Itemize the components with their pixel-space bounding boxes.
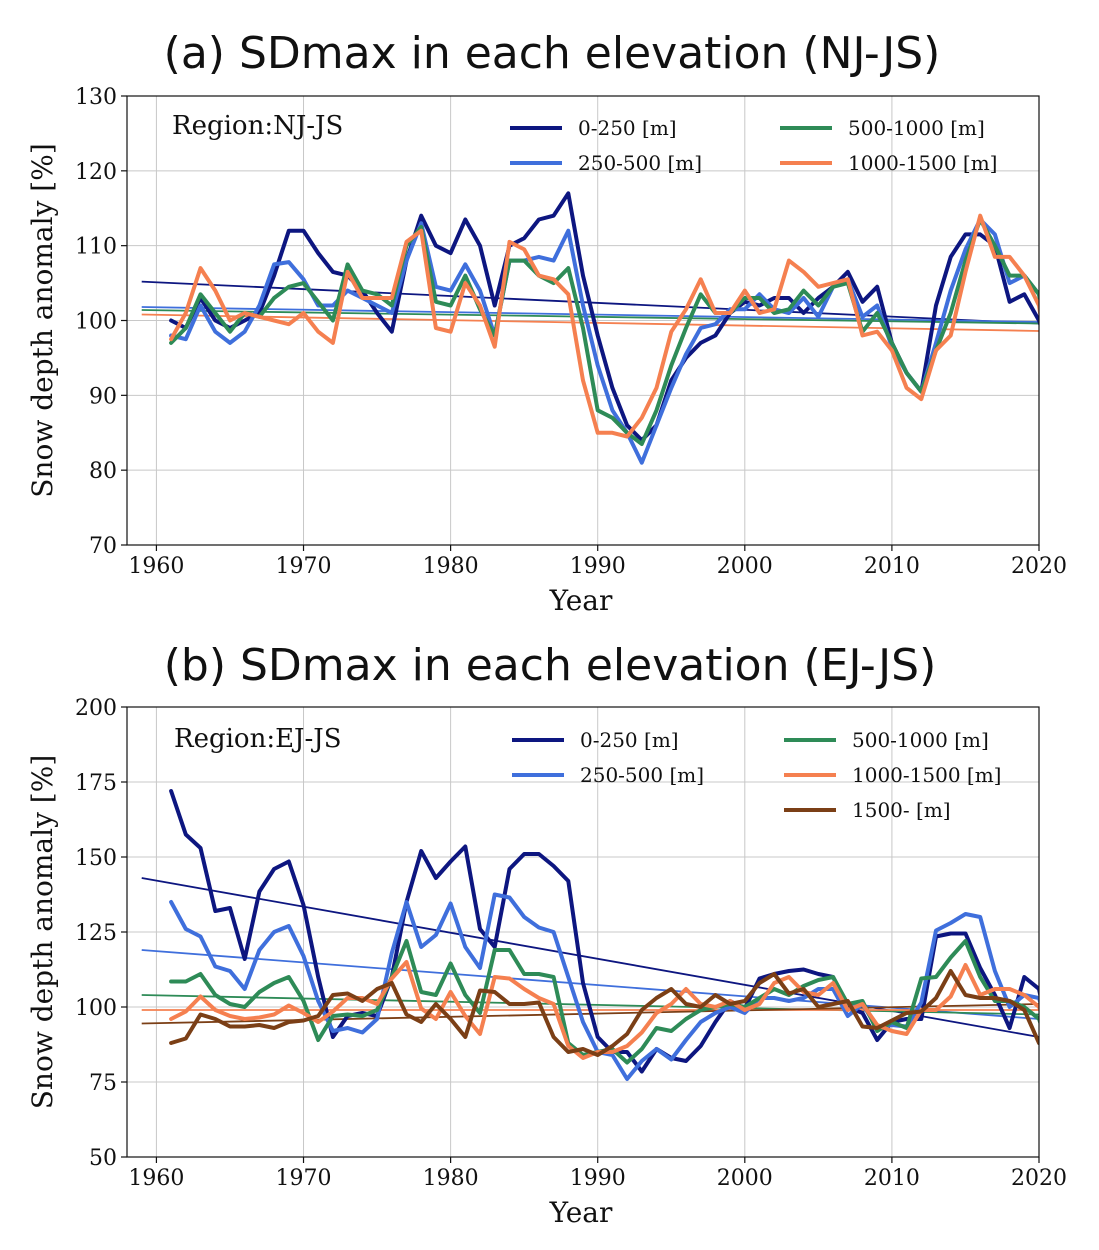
y-axis-label: Snow depth anomaly [%] [26, 143, 59, 498]
y-tick-label: 200 [75, 696, 117, 721]
y-tick-label: 110 [75, 235, 117, 260]
y-tick-label: 130 [75, 85, 117, 110]
panel-a: (a) SDmax in each elevation (NJ-JS) 1960 1… [26, 28, 1067, 617]
x-tick-label: 1970 [276, 554, 332, 579]
series-line-3 [169, 217, 1039, 446]
x-tick-label: 1960 [128, 1166, 184, 1191]
legend-label: 1500- [m] [852, 798, 951, 822]
x-tick-label: 2000 [717, 1166, 773, 1191]
x-tick-label: 1960 [128, 554, 184, 579]
legend-item: 1000-1500 [m] [780, 151, 997, 175]
region-label: Region:NJ-JS [172, 111, 343, 141]
x-tick-label: 2000 [717, 554, 773, 579]
y-tick-label: 80 [89, 459, 117, 484]
y-tick-label: 100 [75, 310, 117, 335]
legend-item: 250-500 [m] [510, 151, 702, 175]
x-axis-label: Year [549, 1196, 613, 1229]
x-tick-label: 1970 [276, 1166, 332, 1191]
legend-item: 0-250 [m] [510, 116, 677, 140]
chart-title: (b) SDmax in each elevation (EJ-JS) [164, 640, 937, 691]
y-tick-label: 100 [75, 996, 117, 1021]
series-line-5 [169, 969, 1039, 1057]
plot-area [141, 191, 1039, 465]
panel-b: (b) SDmax in each elevation (EJ-JS) 1960 1… [26, 640, 1067, 1229]
legend-label: 250-500 [m] [578, 151, 702, 175]
legend-item: 0-250 [m] [512, 728, 679, 752]
y-tick-label: 150 [75, 846, 117, 871]
y-tick-label: 125 [75, 921, 117, 946]
x-tick-label: 1990 [570, 1166, 626, 1191]
x-tick-label: 2020 [1011, 1166, 1067, 1191]
legend-label: 250-500 [m] [580, 763, 704, 787]
trend-line-2 [141, 306, 1039, 323]
series-line-3 [169, 939, 1039, 1065]
x-tick-label: 1980 [423, 1166, 479, 1191]
x-tick-label: 1980 [423, 554, 479, 579]
legend-label: 500-1000 [m] [852, 728, 989, 752]
x-tick-label: 2020 [1011, 554, 1067, 579]
y-axis-label: Snow depth anomaly [%] [26, 755, 59, 1110]
y-tick-label: 75 [89, 1071, 117, 1096]
x-tick-label: 1990 [570, 554, 626, 579]
legend-item: 500-1000 [m] [784, 728, 989, 752]
legend-item: 500-1000 [m] [780, 116, 985, 140]
trend-line-3 [141, 309, 1039, 325]
legend-label: 0-250 [m] [578, 116, 677, 140]
legend-label: 0-250 [m] [580, 728, 679, 752]
y-tick-label: 50 [89, 1146, 117, 1171]
y-tick-label: 70 [89, 534, 117, 559]
y-tick-label: 90 [89, 384, 117, 409]
legend-label: 500-1000 [m] [848, 116, 985, 140]
y-tick-label: 120 [75, 160, 117, 185]
legend-label: 1000-1500 [m] [848, 151, 997, 175]
series-line-4 [169, 960, 1039, 1060]
region-label: Region:EJ-JS [174, 724, 342, 754]
x-axis-label: Year [549, 584, 613, 617]
x-tick-label: 2010 [864, 554, 920, 579]
plot-area [141, 789, 1039, 1081]
y-tick-label: 175 [75, 771, 117, 796]
chart-title: (a) SDmax in each elevation (NJ-JS) [164, 28, 941, 79]
series-line-4 [169, 213, 1039, 439]
legend-item: 250-500 [m] [512, 763, 704, 787]
legend-item: 1000-1500 [m] [784, 763, 1001, 787]
legend-label: 1000-1500 [m] [852, 763, 1001, 787]
legend-item: 1500- [m] [784, 798, 951, 822]
x-tick-label: 2010 [864, 1166, 920, 1191]
